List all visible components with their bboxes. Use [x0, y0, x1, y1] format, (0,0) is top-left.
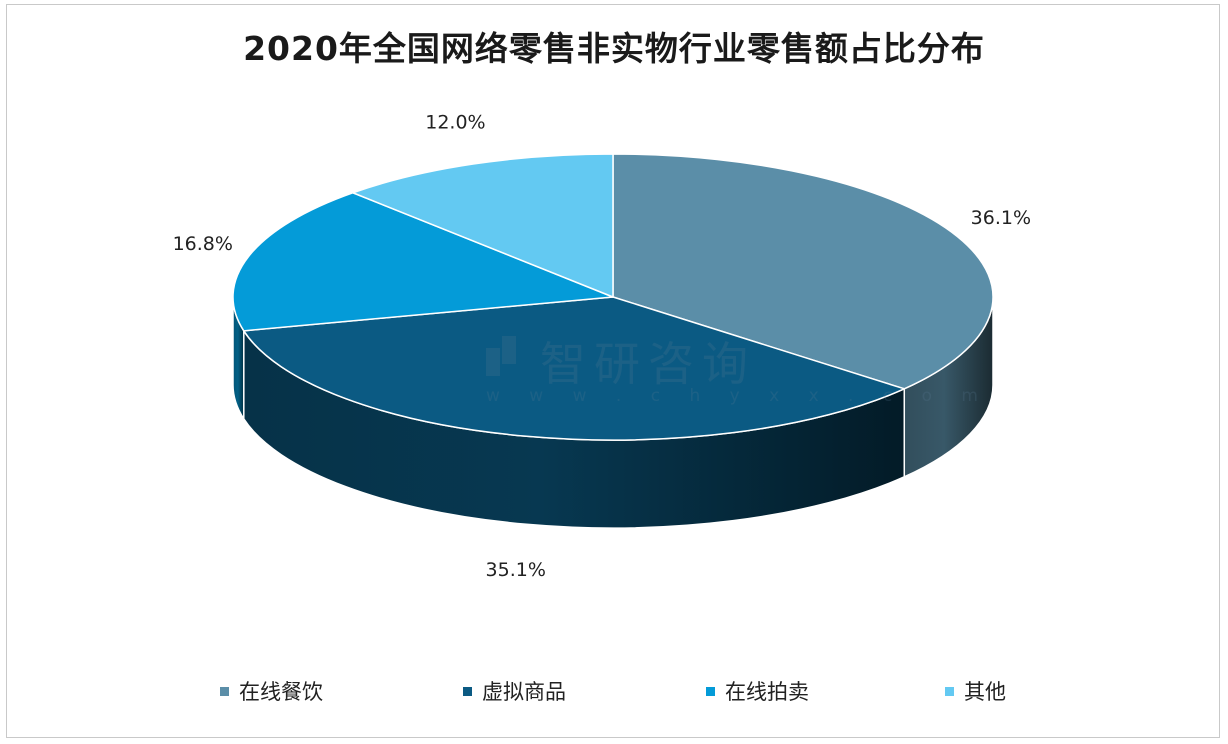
- legend-label: 其他: [964, 680, 1006, 704]
- legend-item: 在线餐饮: [220, 676, 323, 706]
- legend-item: 在线拍卖: [706, 676, 809, 706]
- legend-swatch: [220, 686, 229, 696]
- legend-swatch: [706, 686, 715, 696]
- legend-item: 其他: [945, 676, 1006, 706]
- data-label: 12.0%: [425, 111, 485, 133]
- legend-label: 在线拍卖: [725, 680, 809, 704]
- pie-slice: [612, 153, 994, 390]
- legend-item: 虚拟商品: [463, 676, 566, 706]
- chart-title: 2020年全国网络零售非实物行业零售额占比分布: [243, 29, 985, 68]
- data-label: 36.1%: [971, 207, 1031, 229]
- data-label: 35.1%: [486, 559, 546, 581]
- pie-slice: [352, 153, 614, 298]
- pie-slice: [243, 296, 906, 441]
- legend-swatch: [945, 686, 954, 696]
- legend-swatch: [463, 686, 472, 696]
- legend-label: 虚拟商品: [482, 680, 566, 704]
- legend: 在线餐饮 虚拟商品 在线拍卖 其他: [0, 676, 1228, 712]
- legend-label: 在线餐饮: [239, 680, 323, 704]
- data-label: 16.8%: [173, 233, 233, 255]
- pie-slice: [232, 192, 614, 332]
